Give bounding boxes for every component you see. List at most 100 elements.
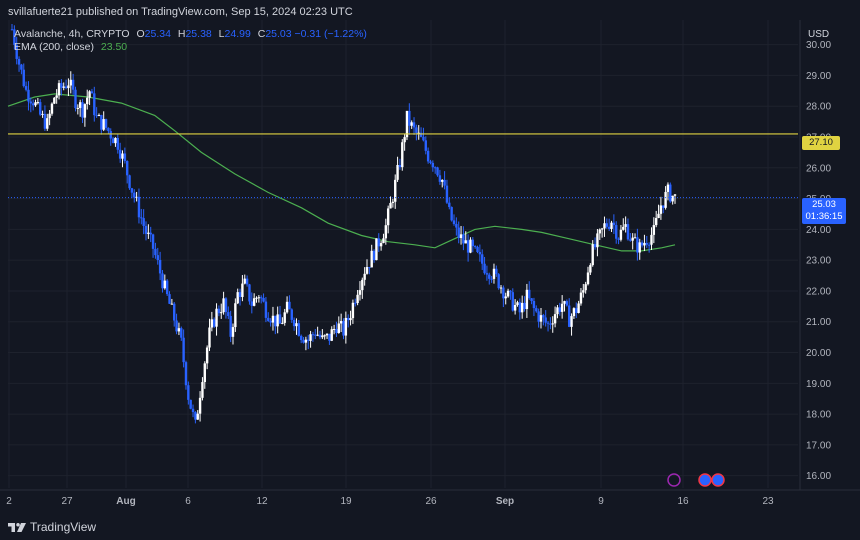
candle-body [525,289,529,310]
candle-body [295,323,298,327]
candle [76,104,80,115]
candles [10,24,677,424]
candle-body [473,246,477,248]
candle-body [43,113,47,129]
candle-body [445,185,449,203]
economic-event-icon [698,473,712,487]
candle [476,245,479,254]
candle-body [311,334,315,336]
candle-body [619,229,623,240]
candle [78,99,82,117]
candle [412,117,416,135]
candle [250,292,254,314]
x-tick-label: 23 [762,496,774,507]
candle [560,295,564,319]
candle-body [323,335,326,337]
candle [471,237,475,253]
candle [633,233,637,239]
candle [53,96,56,105]
time-axis[interactable]: 2 27 Aug 6 12 19 26 Sep 9 16 23 [6,496,774,507]
candle-body [478,252,482,255]
open-key: O [136,28,145,40]
candle [591,240,594,267]
candle [203,361,206,389]
candle-body [450,207,453,221]
candle-body [48,113,51,119]
candle-body [29,101,33,104]
candle-body [654,218,658,226]
candle [50,102,54,116]
candle [403,134,406,151]
candle-body [36,102,40,104]
candle [537,308,540,328]
candle-body [565,301,569,306]
candle-body [302,340,305,343]
candle-body [415,127,418,133]
candle [121,150,124,168]
ema-200-line [7,93,676,252]
candle [201,377,204,401]
candle [281,317,284,325]
candle [577,300,580,314]
x-tick-label: 19 [340,496,352,507]
candle [490,275,493,283]
price-axis[interactable]: 30.0029.0028.0027.0026.0025.0024.0023.00… [806,40,831,482]
candle [142,209,145,235]
candle-body [248,284,251,302]
candle [288,295,291,310]
candle [657,204,660,219]
candle-body [100,114,103,130]
candle-body [264,301,268,318]
candle [107,127,110,135]
candle [506,288,510,298]
candle-body [596,233,599,248]
candle [607,218,611,231]
candle-body [109,131,112,139]
candle-body [528,289,531,299]
candle-body [330,329,333,341]
candle [410,120,413,129]
candle [144,221,148,241]
candle [205,345,209,370]
candle [227,306,230,320]
candle [57,80,61,100]
candle-body [39,102,42,115]
candle-body [612,222,616,226]
candle [182,329,185,368]
candle-body [617,238,620,240]
candle-body [88,91,91,98]
candle [626,218,630,241]
candle-body [664,191,667,208]
candle [586,266,590,286]
candle-body [215,308,218,327]
candle-body [24,86,28,90]
candle-body [638,242,641,253]
candle [542,313,545,326]
candle [255,296,258,303]
candle-body [194,412,197,420]
candle [208,318,211,352]
candle-body [410,122,413,126]
candle-body [499,287,503,289]
candle-body [236,292,239,304]
candle-body [53,97,56,104]
candle-body [161,273,164,289]
candle-body [269,320,272,323]
candle-body [349,318,352,321]
candle-body [436,167,439,176]
candle-body [55,95,58,98]
candle [229,310,232,343]
candle [311,331,315,342]
candle [636,228,639,261]
candle-body [582,290,585,293]
candle [379,240,383,251]
candle-body [441,179,444,182]
candle [624,216,627,233]
candle-body [673,194,677,196]
candle [128,174,131,190]
tradingview-logo-icon [8,523,26,532]
candle [318,330,322,340]
ema-label: EMA (200, close) [14,41,94,53]
candle [215,303,218,336]
